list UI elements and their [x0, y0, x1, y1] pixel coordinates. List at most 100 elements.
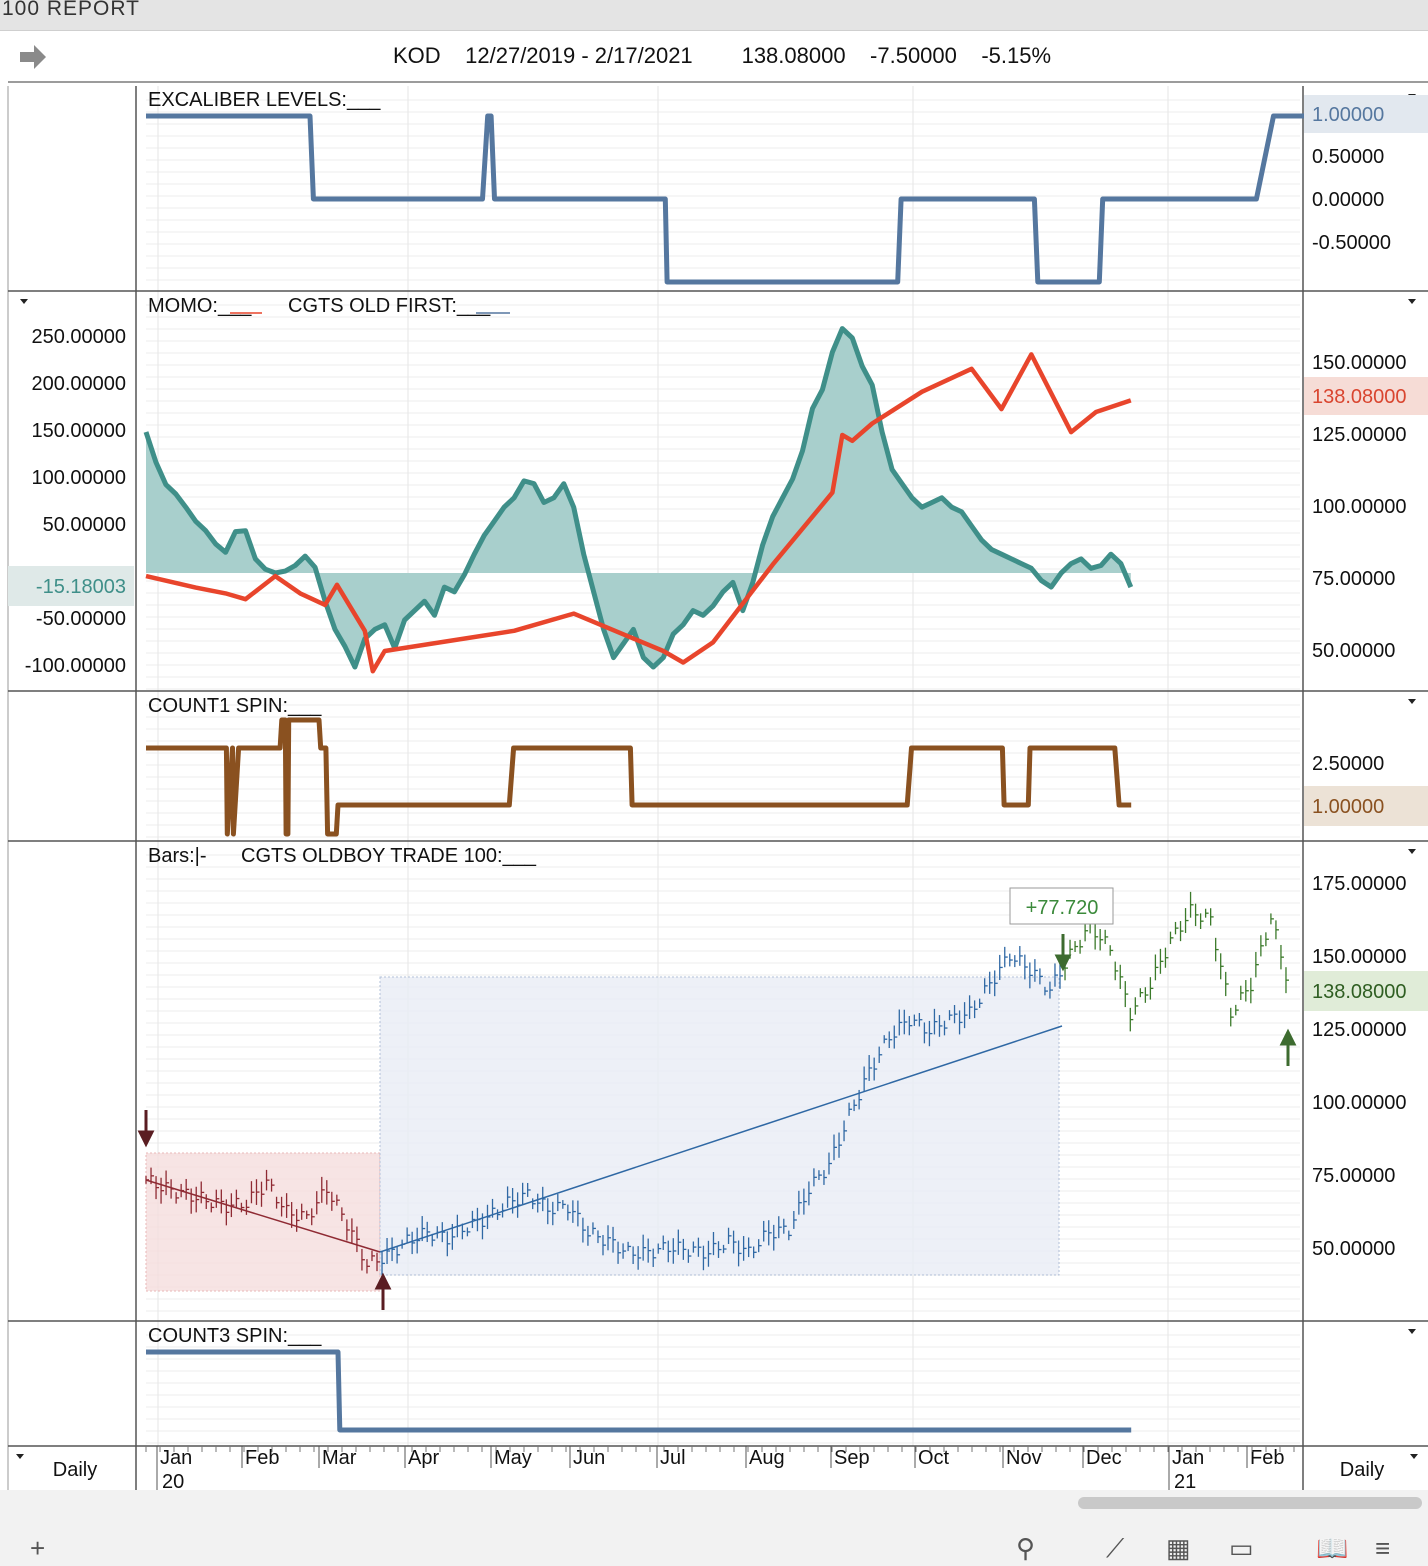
series-excaliber-levels [146, 113, 1428, 285]
x-tick-label-month: Oct [918, 1447, 950, 1469]
chart-header: KOD 12/27/2019 - 2/17/2021 138.08000 -7.… [8, 33, 1428, 83]
x-tick-label-month: Aug [749, 1447, 785, 1469]
horizontal-scrollbar[interactable] [1078, 1497, 1422, 1509]
y-tick-label: 0.00000 [1312, 189, 1384, 211]
y-tick-label-right: 100.00000 [1312, 496, 1407, 518]
x-tick-label-month: Jun [573, 1447, 605, 1469]
y-tick-label-right: 75.00000 [1312, 568, 1395, 590]
series-cgts-old-first [143, 326, 1134, 670]
y-tick-label-right: 125.00000 [1312, 424, 1407, 446]
last-value-badge [1304, 95, 1428, 133]
y-tick-label: 150.00000 [1312, 946, 1407, 968]
chevron-down-icon [1408, 849, 1416, 854]
x-tick-label-month: Mar [322, 1447, 357, 1469]
panel-title-momo: MOMO:___ [148, 295, 252, 317]
trade-line-long [379, 1025, 1063, 1253]
trade-line-short [145, 1179, 381, 1253]
quote-summary: KOD 12/27/2019 - 2/17/2021 138.08000 -7.… [393, 43, 1051, 69]
y-tick-label-left: 150.00000 [31, 420, 126, 442]
y-tick-label: -0.50000 [1312, 232, 1391, 254]
x-tick-label-month: Apr [408, 1447, 439, 1469]
y-tick-label-left: 250.00000 [31, 326, 126, 348]
y-tick-label-left: -50.00000 [36, 608, 126, 630]
grid-layout-icon[interactable]: ▦ [1166, 1533, 1191, 1563]
chart-style-icon[interactable]: ⟋ [1106, 1533, 1125, 1563]
x-year-label: 20 [162, 1471, 184, 1493]
y-tick-label: 100.00000 [1312, 1092, 1407, 1114]
x-tick-label-month: Feb [245, 1447, 279, 1469]
area-cgts-old-first [146, 328, 1131, 667]
timeframe-right: Daily [1340, 1459, 1384, 1481]
sell-arrow-icon [137, 1110, 155, 1148]
x-tick-label-month: May [494, 1447, 532, 1469]
chevron-down-icon [20, 299, 28, 304]
last-price: 138.08000 [741, 43, 846, 68]
bottom-toolbar [0, 1490, 1428, 1566]
y-tick-label: 125.00000 [1312, 1019, 1407, 1041]
buy-arrow-icon [374, 1272, 392, 1310]
last-value-badge-right [1304, 377, 1428, 415]
chevron-down-icon [1408, 1329, 1416, 1334]
panel-title-count3-spin: COUNT3 SPIN:___ [148, 1325, 322, 1347]
x-tick-label-month: Jan [1172, 1447, 1204, 1469]
search-icon[interactable]: ⚲ [1016, 1533, 1036, 1563]
last-value-excaliber: 1.00000 [1312, 104, 1384, 126]
series-count3-spin [146, 1349, 1132, 1433]
y-tick-label-left: -100.00000 [25, 655, 126, 677]
x-tick-label-month: Jul [660, 1447, 686, 1469]
series-momo [145, 352, 1132, 674]
x-tick-label-month: Nov [1006, 1447, 1042, 1469]
chevron-down-icon [16, 1454, 24, 1459]
panel-icon[interactable]: ▭ [1229, 1533, 1254, 1563]
y-tick-label: 75.00000 [1312, 1165, 1395, 1187]
series-count1-spin [146, 717, 1132, 837]
book-icon[interactable]: 📖 [1316, 1533, 1349, 1563]
y-tick-label-right: 50.00000 [1312, 640, 1395, 662]
panel-title-bars: Bars:|- [148, 845, 207, 867]
panel-title-excaliber: EXCALIBER LEVELS:___ [148, 89, 381, 111]
arrow-right-icon[interactable] [18, 42, 48, 72]
last-value-oldboy: 138.08000 [1312, 981, 1407, 1003]
panel-title-oldboy: CGTS OLDBOY TRADE 100:___ [241, 845, 537, 867]
sell-arrow-icon [1054, 934, 1072, 972]
x-tick-label-month: Dec [1086, 1447, 1122, 1469]
add-icon[interactable]: + [30, 1533, 46, 1563]
y-tick-label: 0.50000 [1312, 146, 1384, 168]
y-tick-label: 50.00000 [1312, 1238, 1395, 1260]
x-tick-label-month: Sep [834, 1447, 870, 1469]
chevron-down-icon [1408, 299, 1416, 304]
x-tick-label-month: Feb [1250, 1447, 1284, 1469]
date-range: 12/27/2019 - 2/17/2021 [465, 43, 693, 68]
last-value-badge-left [8, 566, 134, 606]
window-title-bar: 100 REPORT [0, 0, 1428, 31]
chevron-down-icon [1410, 1454, 1418, 1459]
menu-icon[interactable]: ≡ [1375, 1533, 1391, 1563]
buy-arrow-icon [1279, 1028, 1297, 1066]
last-value-count1: 1.00000 [1312, 796, 1384, 818]
last-value-cgts-old-first: -15.18003 [36, 576, 126, 598]
profit-annotation: +77.720 [1026, 897, 1099, 919]
trade-box-short [145, 1152, 381, 1292]
timeframe-left: Daily [53, 1459, 97, 1481]
y-tick-label: 175.00000 [1312, 873, 1407, 895]
price-change: -7.50000 [870, 43, 957, 68]
y-tick-label-left: 100.00000 [31, 467, 126, 489]
x-year-label: 21 [1174, 1471, 1196, 1493]
chevron-down-icon [1408, 699, 1416, 704]
y-tick-label-right: 150.00000 [1312, 352, 1407, 374]
x-tick-label-month: Jan [160, 1447, 192, 1469]
window-title: 100 REPORT [2, 0, 140, 20]
panel-title-count1-spin: COUNT1 SPIN:___ [148, 695, 322, 717]
panel-title-cgts-old-first: CGTS OLD FIRST:___ [288, 295, 491, 317]
profit-annotation-box [1009, 887, 1114, 925]
price-change-pct: -5.15% [981, 43, 1052, 68]
y-tick-label-left: 200.00000 [31, 373, 126, 395]
y-tick-label-left: 50.00000 [43, 514, 126, 536]
trade-box-long [379, 976, 1060, 1276]
last-value-momo: 138.08000 [1312, 386, 1407, 408]
y-tick-label: 2.50000 [1312, 753, 1384, 775]
last-value-badge [1304, 786, 1428, 826]
symbol: KOD [393, 43, 441, 68]
last-value-badge [1304, 971, 1428, 1011]
